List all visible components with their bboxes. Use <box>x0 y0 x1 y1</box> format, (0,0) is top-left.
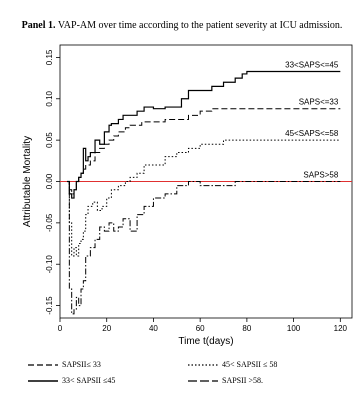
y-tick-label: 0.00 <box>45 173 54 189</box>
series-end-label: SAPS>58 <box>303 171 338 180</box>
x-tick-label: 120 <box>334 324 348 333</box>
x-tick-label: 100 <box>287 324 301 333</box>
legend-swatch <box>28 363 58 366</box>
legend-item: 45< SAPSII ≤ 58 <box>188 360 277 369</box>
x-axis-label: Time t(days) <box>178 336 233 347</box>
y-tick-label: -0.15 <box>45 296 54 315</box>
y-tick-label: 0.10 <box>45 90 54 106</box>
x-tick-label: 80 <box>242 324 251 333</box>
x-tick-label: 20 <box>102 324 111 333</box>
legend-item: 33< SAPSII ≤45 <box>28 376 115 385</box>
x-tick-label: 0 <box>58 324 63 333</box>
legend-swatch <box>188 363 218 366</box>
x-tick-label: 60 <box>196 324 205 333</box>
chart-axes: 0 20 40 60 80 100 120 -0.15 -0.10 -0.05 0.00 0.05 0.… <box>22 44 353 347</box>
series-line <box>67 108 341 195</box>
legend-swatch <box>28 379 58 382</box>
series-end-label: SAPS<=33 <box>299 98 339 107</box>
legend-label: SAPSII >58. <box>222 376 263 385</box>
legend-item: SAPSII >58. <box>188 376 263 385</box>
y-tick-label: 0.05 <box>45 132 54 148</box>
figure-caption: Panel 1. VAP-AM over time according to t… <box>0 20 364 31</box>
legend-label: 45< SAPSII ≤ 58 <box>222 360 278 369</box>
chart-series <box>67 70 341 315</box>
series-line <box>67 181 341 315</box>
legend-label: 33< SAPSII ≤45 <box>62 376 116 385</box>
chart-series-labels: 33<SAPS<=45 SAPS<=33 45<SAPS<=58 SAPS>58 <box>285 60 339 179</box>
series-line <box>67 139 341 257</box>
y-tick-label: -0.10 <box>45 255 54 274</box>
panel-label: Panel 1. <box>21 20 56 31</box>
y-tick-label: 0.15 <box>45 49 54 65</box>
series-end-label: 45<SAPS<=58 <box>285 129 339 138</box>
x-tick-label: 40 <box>149 324 158 333</box>
y-tick-label: -0.05 <box>45 213 54 232</box>
legend-item: SAPSII≤ 33 <box>28 360 101 369</box>
legend-swatch <box>188 379 218 382</box>
series-end-label: 33<SAPS<=45 <box>285 60 339 69</box>
y-axis-label: Attributable Mortality <box>22 136 33 227</box>
caption-text: VAP-AM over time according to the patien… <box>57 20 343 31</box>
legend-label: SAPSII≤ 33 <box>62 360 101 369</box>
